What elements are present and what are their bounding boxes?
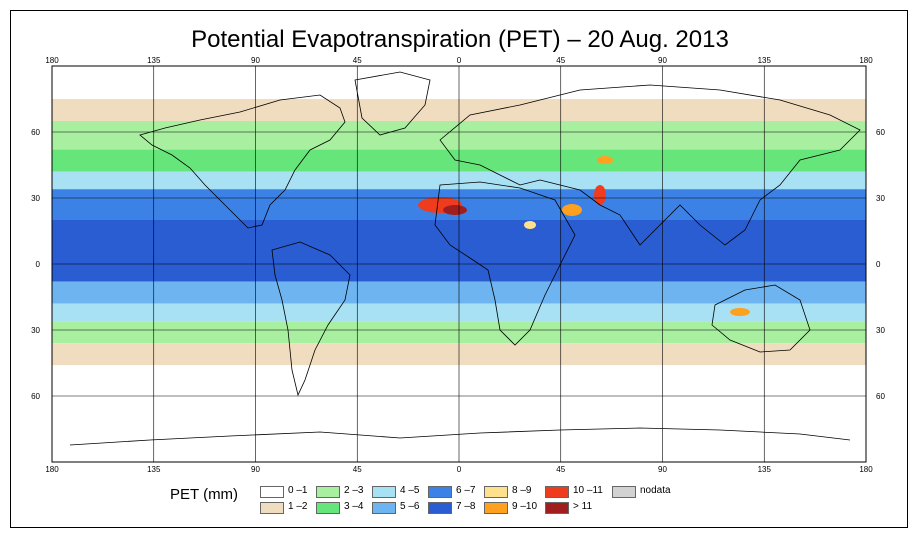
legend-swatch-4 xyxy=(372,486,396,498)
lon-label-bottom-6: 90 xyxy=(658,465,667,474)
lon-label-bottom-7: 135 xyxy=(758,465,772,474)
lon-label-bottom-2: 90 xyxy=(251,465,260,474)
legend-label-1: 1 –2 xyxy=(288,501,308,512)
legend-swatch-9 xyxy=(484,502,508,514)
legend-label-9: 9 –10 xyxy=(512,501,538,512)
pet-hotspot-6 xyxy=(597,156,613,164)
legend-swatch-3 xyxy=(316,502,340,514)
legend-swatch-6 xyxy=(428,486,452,498)
legend-swatch-1 xyxy=(260,502,284,514)
legend-swatch-2 xyxy=(316,486,340,498)
legend-swatch-11 xyxy=(545,502,569,514)
lat-label-left-3: 30 xyxy=(31,326,40,335)
coastline-south-america xyxy=(271,241,351,397)
coastline-africa xyxy=(434,181,576,346)
lon-label-top-0: 180 xyxy=(45,56,59,65)
legend-label-2: 2 –3 xyxy=(344,485,364,496)
lon-label-bottom-0: 180 xyxy=(45,465,59,474)
legend-swatch-5 xyxy=(372,502,396,514)
lat-label-left-2: 0 xyxy=(36,260,41,269)
lon-label-top-5: 45 xyxy=(556,56,565,65)
legend-label-10: 10 –11 xyxy=(573,485,603,496)
legend-label-12: nodata xyxy=(640,485,671,496)
legend-label-11: > 11 xyxy=(573,501,592,512)
lon-label-top-3: 45 xyxy=(353,56,362,65)
lon-label-bottom-5: 45 xyxy=(556,465,565,474)
coastline-australia xyxy=(711,284,811,353)
legend-swatch-12 xyxy=(612,486,636,498)
legend-label-0: 0 –1 xyxy=(288,485,308,496)
legend-swatch-0 xyxy=(260,486,284,498)
legend-label-7: 7 –8 xyxy=(456,501,476,512)
coastline-antarctica xyxy=(69,427,851,446)
coastline-greenland xyxy=(354,71,431,136)
coastline-eurasia xyxy=(439,84,861,246)
lon-label-bottom-8: 180 xyxy=(859,465,873,474)
lon-label-bottom-4: 0 xyxy=(457,465,462,474)
axis-labels: 180 180 135 135 90 90 45 45 0 0 45 45 90 90 135 135 180 1… xyxy=(31,56,885,474)
lat-label-right-1: 30 xyxy=(876,194,885,203)
pet-hotspots xyxy=(418,156,750,316)
lon-label-top-1: 135 xyxy=(147,56,161,65)
lon-label-bottom-3: 45 xyxy=(353,465,362,474)
lon-label-top-6: 90 xyxy=(658,56,667,65)
pet-hotspot-2 xyxy=(562,204,582,216)
map-title: Potential Evapotranspiration (PET) – 20 … xyxy=(191,26,729,53)
legend-label-5: 5 –6 xyxy=(400,501,420,512)
lat-label-right-0: 60 xyxy=(876,128,885,137)
lon-label-bottom-1: 135 xyxy=(147,465,161,474)
coastlines xyxy=(69,71,861,446)
lon-label-top-8: 180 xyxy=(859,56,873,65)
lat-label-left-1: 30 xyxy=(31,194,40,203)
pet-hotspot-4 xyxy=(730,308,750,316)
legend-title: PET (mm) xyxy=(170,486,239,503)
pet-hotspot-5 xyxy=(524,221,536,229)
legend-label-8: 8 –9 xyxy=(512,485,532,496)
lat-label-left-0: 60 xyxy=(31,128,40,137)
lat-label-left-4: 60 xyxy=(31,392,40,401)
lon-label-top-4: 0 xyxy=(457,56,462,65)
lon-label-top-2: 90 xyxy=(251,56,260,65)
legend-swatch-8 xyxy=(484,486,508,498)
lat-label-right-3: 30 xyxy=(876,326,885,335)
pet-hotspot-1 xyxy=(443,205,467,215)
coastline-north-america xyxy=(139,94,346,229)
map-border xyxy=(51,65,867,463)
legend-swatch-7 xyxy=(428,502,452,514)
legend-swatch-10 xyxy=(545,486,569,498)
pet-hotspot-3 xyxy=(594,185,606,205)
legend-label-3: 3 –4 xyxy=(344,501,364,512)
graticule xyxy=(52,66,866,462)
lat-label-right-2: 0 xyxy=(876,260,881,269)
lat-label-right-4: 60 xyxy=(876,392,885,401)
lon-label-top-7: 135 xyxy=(758,56,772,65)
legend-label-6: 6 –7 xyxy=(456,485,476,496)
legend-label-4: 4 –5 xyxy=(400,485,420,496)
